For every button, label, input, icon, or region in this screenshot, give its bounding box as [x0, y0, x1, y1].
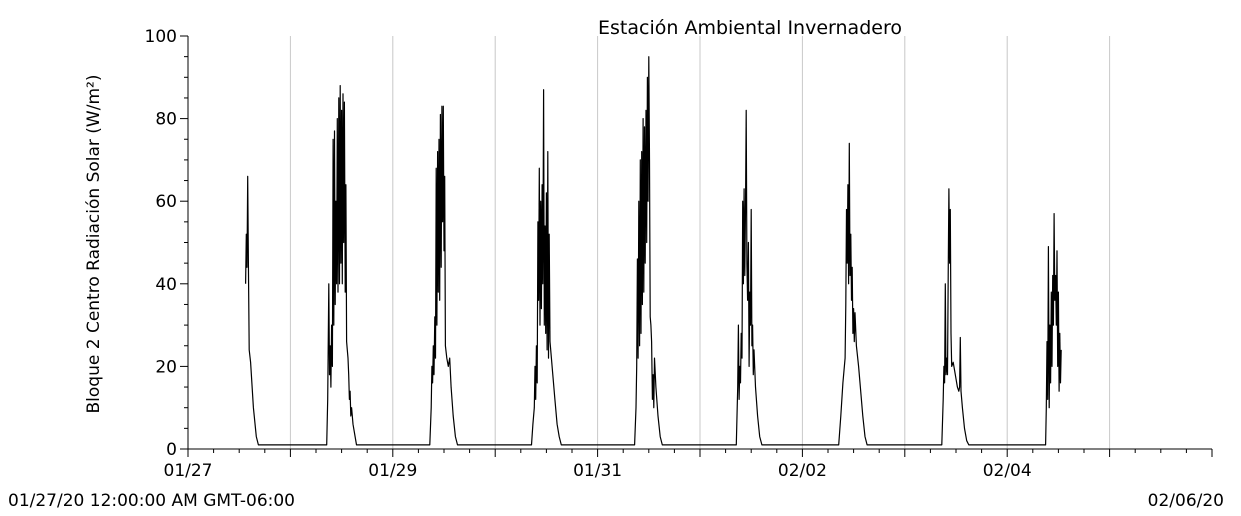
y-tick-label: 20: [155, 357, 177, 377]
range-end-label: 02/06/20: [1148, 491, 1224, 511]
x-tick-label: 01/31: [573, 461, 622, 481]
vertical-gridlines: [289, 36, 1111, 449]
chart-title: Estación Ambiental Invernadero: [598, 17, 902, 39]
y-tick-label: 0: [166, 440, 177, 460]
range-start-label: 01/27/20 12:00:00 AM GMT-06:00: [8, 491, 295, 511]
tick-labels: 0 20 40 60 80 100 01/27 01/29 01/31 02/02 02/04: [145, 27, 1032, 481]
x-tick-label: 01/29: [368, 461, 417, 481]
y-tick-label: 100: [145, 27, 177, 47]
y-tick-label: 40: [155, 275, 177, 295]
axes: [180, 35, 1213, 457]
y-tick-label: 60: [155, 192, 177, 212]
y-axis-label: Bloque 2 Centro Radiación Solar (W/m²): [84, 75, 104, 414]
series-line: [245, 56, 1062, 446]
x-tick-label: 01/27: [164, 461, 213, 481]
y-tick-label: 80: [155, 110, 177, 130]
x-tick-label: 02/02: [778, 461, 827, 481]
x-tick-label: 02/04: [983, 461, 1032, 481]
